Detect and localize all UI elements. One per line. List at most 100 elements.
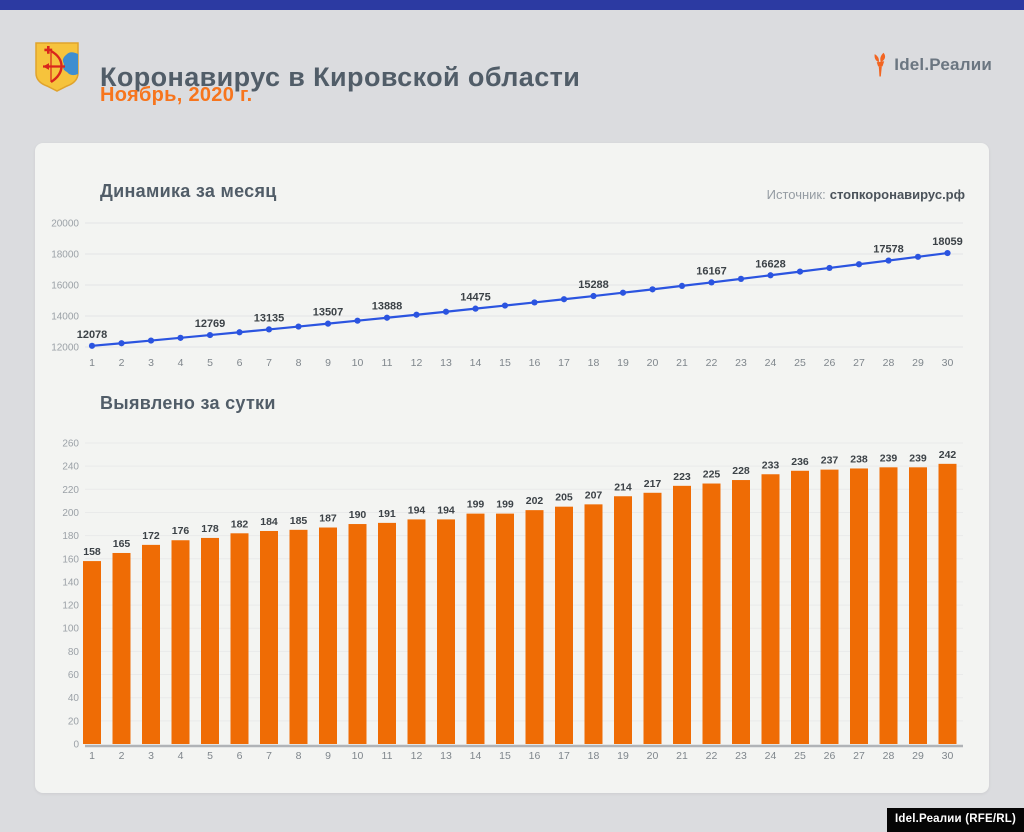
idel-realii-logo: Idel.Реалии xyxy=(872,44,992,86)
bar-value-label: 178 xyxy=(201,523,219,535)
bar-value-label: 194 xyxy=(408,504,426,516)
line-point xyxy=(147,337,155,344)
bar xyxy=(791,470,809,744)
x-tick-label: 30 xyxy=(942,357,954,369)
x-tick-label: 26 xyxy=(824,357,836,369)
point-value-label: 13888 xyxy=(372,301,403,313)
y-tick-label: 80 xyxy=(68,647,80,658)
x-tick-label: 17 xyxy=(558,357,570,369)
bar-chart-title: Выявлено за сутки xyxy=(100,393,276,413)
point-value-label: 14475 xyxy=(460,292,491,304)
bar xyxy=(702,483,721,744)
bar-value-label: 214 xyxy=(614,481,632,493)
bar xyxy=(614,496,632,744)
point-value-label: 13507 xyxy=(313,307,344,319)
x-tick-label: 29 xyxy=(912,750,924,762)
y-tick-label: 20 xyxy=(68,716,80,727)
bar xyxy=(230,533,249,744)
line-point xyxy=(737,275,745,282)
bar xyxy=(850,468,868,744)
bar-value-label: 239 xyxy=(909,452,927,464)
point-value-label: 15288 xyxy=(578,279,609,291)
x-tick-label: 23 xyxy=(735,357,747,369)
line-point xyxy=(826,264,833,272)
line-point xyxy=(590,292,597,300)
x-tick-label: 16 xyxy=(529,750,541,762)
line-point xyxy=(531,299,538,306)
bar-value-label: 239 xyxy=(880,452,898,464)
bar xyxy=(289,529,308,744)
line-point xyxy=(236,329,243,336)
x-tick-label: 23 xyxy=(735,750,747,762)
line-point xyxy=(265,326,273,333)
x-tick-label: 12 xyxy=(411,357,423,369)
bar-value-label: 217 xyxy=(644,478,662,490)
x-tick-label: 12 xyxy=(411,750,423,762)
bar xyxy=(496,513,514,744)
line-point xyxy=(767,272,774,279)
bar-value-label: 199 xyxy=(496,499,514,511)
line-point xyxy=(914,253,922,260)
x-tick-label: 27 xyxy=(853,750,865,762)
bar-value-label: 184 xyxy=(260,516,278,528)
x-tick-label: 25 xyxy=(794,750,806,762)
top-accent-bar xyxy=(0,0,1024,10)
bar xyxy=(437,519,455,744)
bar xyxy=(171,540,190,744)
line-point xyxy=(413,311,420,318)
y-tick-label: 160 xyxy=(62,554,79,565)
bar-value-label: 225 xyxy=(703,469,721,481)
bar-value-label: 185 xyxy=(290,515,308,527)
x-tick-label: 9 xyxy=(325,750,331,762)
y-tick-label: 100 xyxy=(62,624,79,635)
x-tick-label: 9 xyxy=(325,357,331,369)
y-tick-label: 16000 xyxy=(51,281,79,292)
line-point xyxy=(354,317,361,324)
emblem-cross xyxy=(44,46,53,54)
bar-value-label: 187 xyxy=(319,513,337,525)
y-tick-label: 18000 xyxy=(51,250,79,261)
line-point xyxy=(177,334,184,341)
x-tick-label: 26 xyxy=(824,750,836,762)
x-tick-label: 2 xyxy=(119,357,125,369)
x-tick-label: 25 xyxy=(794,357,806,369)
bar xyxy=(83,561,101,744)
y-tick-label: 220 xyxy=(62,485,79,496)
bar-value-label: 158 xyxy=(83,546,101,558)
bar-value-label: 172 xyxy=(142,530,160,542)
y-tick-label: 120 xyxy=(62,601,79,612)
y-tick-label: 60 xyxy=(68,670,80,681)
y-tick-label: 260 xyxy=(62,439,79,450)
point-value-label: 12769 xyxy=(195,318,226,330)
y-tick-label: 20000 xyxy=(51,219,79,230)
x-tick-label: 17 xyxy=(558,750,570,762)
x-tick-label: 7 xyxy=(266,357,272,369)
x-tick-label: 15 xyxy=(499,750,511,762)
watermark: Idel.Реалии (RFE/RL) xyxy=(886,808,1024,832)
bar-value-label: 191 xyxy=(378,508,396,520)
y-tick-label: 200 xyxy=(62,508,79,519)
torch-icon xyxy=(874,52,886,77)
point-value-label: 18059 xyxy=(932,236,963,248)
bar-value-label: 236 xyxy=(791,456,809,468)
bar xyxy=(348,524,367,744)
bar xyxy=(761,474,780,744)
point-value-label: 16167 xyxy=(696,265,727,277)
line-point xyxy=(88,342,96,349)
bar-value-label: 202 xyxy=(526,495,544,507)
line-point xyxy=(118,340,125,347)
x-tick-label: 27 xyxy=(853,357,865,369)
point-value-label: 17578 xyxy=(873,244,904,256)
x-tick-label: 6 xyxy=(237,357,243,369)
x-tick-label: 2 xyxy=(119,750,125,762)
bar-value-label: 165 xyxy=(113,538,131,550)
x-tick-label: 13 xyxy=(440,357,452,369)
x-tick-label: 21 xyxy=(676,357,688,369)
y-tick-label: 240 xyxy=(62,462,79,473)
kirov-oblast-emblem-icon xyxy=(35,42,79,92)
bar xyxy=(378,522,396,744)
bar xyxy=(201,537,219,744)
y-tick-label: 40 xyxy=(68,693,80,704)
line-point xyxy=(619,289,627,296)
y-tick-label: 14000 xyxy=(51,312,79,323)
